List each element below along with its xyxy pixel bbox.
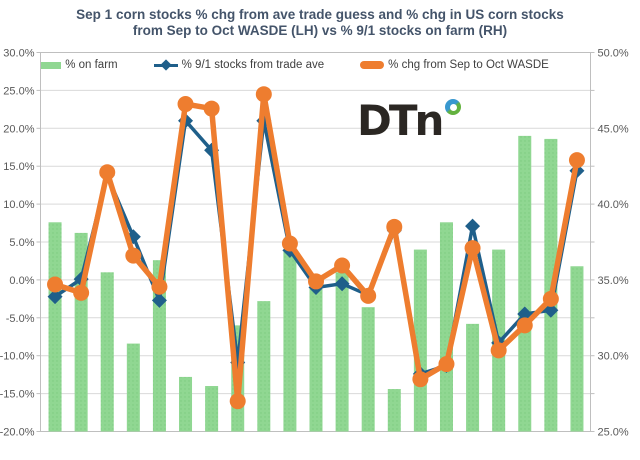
bar-swatch-icon: [41, 61, 62, 69]
dtn-logo-text: DTn: [357, 96, 444, 145]
line-diamond-swatch-icon: [153, 59, 178, 71]
wasde-marker: [281, 235, 298, 252]
wasde-marker: [47, 276, 64, 293]
trade-ave-marker: [125, 229, 141, 245]
left-axis-label: -10.0%: [0, 351, 35, 363]
on-farm-bar: [387, 389, 401, 432]
on-farm-bar: [439, 222, 453, 432]
legend-item-wasde: % chg from Sep to Oct WASDE: [360, 59, 549, 71]
left-axis-label: -15.0%: [0, 389, 35, 401]
wasde-marker: [203, 100, 220, 117]
left-axis-label: -5.0%: [6, 313, 35, 325]
legend-label-wasde: % chg from Sep to Oct WASDE: [388, 59, 549, 71]
thick-line-swatch-icon: [360, 61, 385, 69]
wasde-marker: [386, 218, 403, 235]
on-farm-bar: [48, 222, 62, 432]
wasde-marker: [73, 284, 90, 301]
trade-ave-marker: [334, 276, 350, 292]
wasde-marker: [99, 164, 116, 181]
right-axis-label: 40.0%: [598, 199, 629, 211]
on-farm-bar: [205, 386, 219, 432]
on-farm-bar: [179, 376, 193, 432]
wasde-marker: [516, 317, 533, 334]
left-axis-label: 0.0%: [9, 275, 34, 287]
on-farm-bar: [570, 266, 584, 432]
wasde-marker: [229, 393, 246, 410]
wasde-marker: [151, 278, 168, 295]
wasde-marker: [438, 356, 455, 373]
wasde-marker: [490, 342, 507, 359]
on-farm-bar: [335, 272, 349, 432]
trade-ave-marker: [465, 218, 481, 234]
on-farm-bar: [466, 323, 480, 432]
dtn-logo-ring-icon: [445, 99, 461, 115]
on-farm-bar: [100, 272, 114, 432]
on-farm-bar: [126, 343, 140, 432]
wasde-marker: [334, 257, 351, 274]
left-axis-label: -20.0%: [0, 427, 35, 439]
plot-area: 30.0% 25.0% 20.0% 15.0% 10.0% 5.0% 0.0% -5.0% -1…: [0, 48, 629, 439]
right-axis-label: 30.0%: [598, 351, 629, 363]
left-axis-label: 10.0%: [3, 199, 34, 211]
left-axis-label: 25.0%: [3, 85, 34, 97]
on-farm-bar: [518, 135, 532, 432]
wasde-marker: [568, 152, 585, 169]
legend-item-trade-ave: % 9/1 stocks from trade ave: [153, 59, 325, 71]
wasde-marker: [464, 240, 481, 257]
on-farm-bar: [309, 288, 323, 432]
chart-legend: % on farm % 9/1 stocks from trade ave % …: [41, 56, 549, 74]
wasde-marker: [255, 86, 272, 103]
right-axis-label: 35.0%: [598, 275, 629, 287]
on-farm-bar: [361, 307, 375, 432]
wasde-marker: [125, 247, 142, 264]
right-axis-label: 45.0%: [598, 123, 629, 135]
chart-title-line1: Sep 1 corn stocks % chg from ave trade g…: [76, 7, 564, 22]
right-axis-label: 50.0%: [598, 48, 629, 60]
legend-label-on-farm: % on farm: [65, 59, 118, 71]
wasde-marker: [177, 96, 194, 113]
on-farm-bar: [283, 251, 297, 432]
left-axis-label: 20.0%: [3, 123, 34, 135]
wasde-marker: [412, 371, 429, 388]
right-axis-label: 25.0%: [598, 427, 629, 439]
chart-title-line2: from Sep to Oct WASDE (LH) vs % 9/1 stoc…: [132, 23, 508, 38]
chart-title: Sep 1 corn stocks % chg from ave trade g…: [0, 7, 640, 39]
on-farm-bar: [257, 301, 271, 432]
wasde-marker: [360, 287, 377, 304]
left-axis-label: 30.0%: [3, 48, 34, 60]
legend-item-on-farm: % on farm: [41, 59, 118, 71]
dtn-logo: DTn: [357, 97, 469, 147]
trade-ave-marker: [151, 292, 167, 308]
trade-ave-marker: [47, 289, 63, 305]
left-axis-label: 15.0%: [3, 161, 34, 173]
left-axis-label: 5.0%: [9, 237, 34, 249]
wasde-marker: [308, 273, 324, 290]
legend-label-trade-ave: % 9/1 stocks from trade ave: [181, 59, 325, 71]
wasde-marker: [542, 290, 559, 307]
